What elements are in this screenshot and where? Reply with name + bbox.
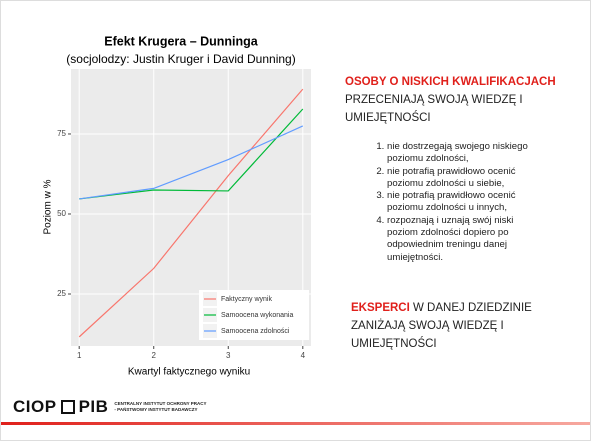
heading: OSOBY O NISKICH KWALIFIKACJACH PRZECENIA… — [345, 73, 575, 127]
logo-line: - PAŃSTWOWY INSTYTUT BADAWCZY — [114, 407, 198, 412]
logo: CIOP PIB CENTRALNY INSTYTUT OCHRONY PRAC… — [13, 397, 207, 417]
chart-title: Efekt Krugera – Dunninga — [104, 34, 259, 48]
y-axis-label: Poziom w % — [43, 179, 54, 234]
y-tick-label: 75 — [57, 129, 66, 138]
heading-highlight: OSOBY O NISKICH KWALIFIKACJACH — [345, 76, 556, 88]
line — [78, 88, 304, 338]
legend: Faktyczny wynik Samoocena wykonania Samooc… — [199, 290, 309, 340]
x-tick-label: 2 — [152, 351, 157, 360]
y-tick-label: 50 — [57, 209, 66, 218]
list-item: rozpoznają i uznają swój niski poziom zd… — [387, 215, 537, 264]
y-tick-label: 25 — [57, 289, 66, 298]
logo-line: CENTRALNY INSTYTUT OCHRONY PRACY — [114, 401, 207, 406]
line — [79, 108, 304, 200]
x-tick-label: 1 — [77, 351, 82, 360]
logo-right: PIB — [78, 397, 109, 416]
heading-rest: PRZECENIAJĄ SWOJĄ WIEDZĘ I UMIEJĘTNOŚCI — [345, 94, 523, 124]
list: nie dostrzegają swojego niskiego poziomu… — [373, 141, 537, 264]
experts-highlight: EKSPERCI — [351, 302, 410, 314]
experts: EKSPERCI W DANEJ DZIEDZINIE ZANIŻAJĄ SWO… — [351, 299, 571, 353]
logo-left: CIOP — [13, 397, 57, 416]
x-tick-label: 3 — [226, 351, 231, 360]
line — [79, 125, 304, 200]
list-item: nie potrafią prawidłowo ocenić poziomu z… — [387, 166, 537, 191]
footer-bar — [1, 422, 590, 425]
legend-label: Samoocena wykonania — [221, 312, 293, 319]
legend-label: Samoocena zdolności — [221, 328, 290, 335]
list-item: nie dostrzegają swojego niskiego poziomu… — [387, 141, 537, 166]
legend-label: Faktyczny wynik — [221, 296, 272, 303]
legend-box — [199, 290, 309, 340]
chart-subtitle: (socjolodzy: Justin Kruger i David Dunni… — [66, 52, 295, 66]
x-axis-label: Kwartyl faktycznego wyniku — [128, 367, 250, 378]
logo-text: CENTRALNY INSTYTUT OCHRONY PRACY - PAŃSTW… — [114, 401, 206, 413]
experts-rest: W DANEJ DZIEDZINIE ZANIŻAJĄ SWOJĄ WIEDZĘ… — [351, 302, 532, 350]
x-tick-label: 4 — [301, 351, 306, 360]
list-item: nie potrafią prawidłowo ocenić poziomu z… — [387, 190, 537, 215]
logo-icon — [60, 400, 75, 414]
